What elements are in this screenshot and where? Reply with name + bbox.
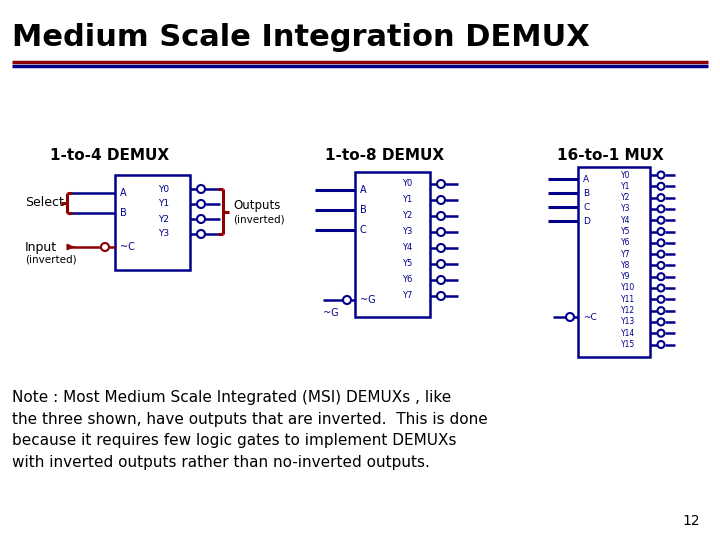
Text: Y6: Y6 — [621, 238, 631, 247]
Text: Medium Scale Integration DEMUX: Medium Scale Integration DEMUX — [12, 24, 590, 52]
Text: Y10: Y10 — [621, 284, 635, 293]
Text: ~G: ~G — [360, 295, 376, 305]
Text: ~G: ~G — [323, 308, 338, 318]
Text: ~C: ~C — [120, 242, 135, 252]
Text: (inverted): (inverted) — [233, 214, 284, 225]
Bar — [115, 175, 190, 270]
Text: 12: 12 — [683, 514, 700, 528]
Text: Y2: Y2 — [621, 193, 631, 202]
Text: B: B — [360, 205, 366, 215]
Text: Y5: Y5 — [402, 260, 413, 268]
Text: 1-to-8 DEMUX: 1-to-8 DEMUX — [325, 147, 444, 163]
Text: Y7: Y7 — [621, 249, 631, 259]
Text: Y0: Y0 — [158, 185, 169, 193]
Text: B: B — [583, 188, 589, 198]
Text: 16-to-1 MUX: 16-to-1 MUX — [557, 147, 663, 163]
Text: C: C — [360, 225, 366, 235]
Text: Y9: Y9 — [621, 272, 631, 281]
Text: Y0: Y0 — [402, 179, 413, 188]
Text: Y8: Y8 — [621, 261, 631, 270]
Text: Y2: Y2 — [402, 212, 413, 220]
Text: Y3: Y3 — [621, 205, 631, 213]
Text: Y15: Y15 — [621, 340, 635, 349]
Text: Y1: Y1 — [621, 182, 631, 191]
Text: 1-to-4 DEMUX: 1-to-4 DEMUX — [50, 147, 170, 163]
Text: A: A — [120, 188, 127, 198]
Text: Y12: Y12 — [621, 306, 635, 315]
Text: A: A — [360, 185, 366, 195]
Bar — [355, 172, 430, 317]
Text: (inverted): (inverted) — [25, 255, 76, 265]
Text: Input: Input — [25, 240, 57, 253]
Text: A: A — [583, 174, 589, 184]
Text: Y3: Y3 — [402, 227, 413, 237]
Text: Y0: Y0 — [621, 171, 631, 179]
Text: Y4: Y4 — [621, 215, 631, 225]
Text: Y4: Y4 — [402, 244, 413, 253]
Text: Y5: Y5 — [621, 227, 631, 236]
Text: Note : Most Medium Scale Integrated (MSI) DEMUXs , like
the three shown, have ou: Note : Most Medium Scale Integrated (MSI… — [12, 390, 487, 470]
Text: Y14: Y14 — [621, 329, 635, 338]
Text: Select: Select — [25, 197, 64, 210]
Text: C: C — [583, 202, 589, 212]
Text: Y3: Y3 — [158, 230, 169, 239]
Text: ~C: ~C — [583, 313, 597, 321]
Text: Y1: Y1 — [158, 199, 169, 208]
Text: Y2: Y2 — [158, 214, 169, 224]
Text: D: D — [583, 217, 590, 226]
Text: Y6: Y6 — [402, 275, 413, 285]
Text: B: B — [120, 208, 127, 218]
Text: Y7: Y7 — [402, 292, 413, 300]
Text: Y11: Y11 — [621, 295, 635, 304]
Text: Y1: Y1 — [402, 195, 413, 205]
Text: Y13: Y13 — [621, 318, 635, 326]
Text: Outputs: Outputs — [233, 199, 280, 212]
Bar — [578, 167, 650, 357]
